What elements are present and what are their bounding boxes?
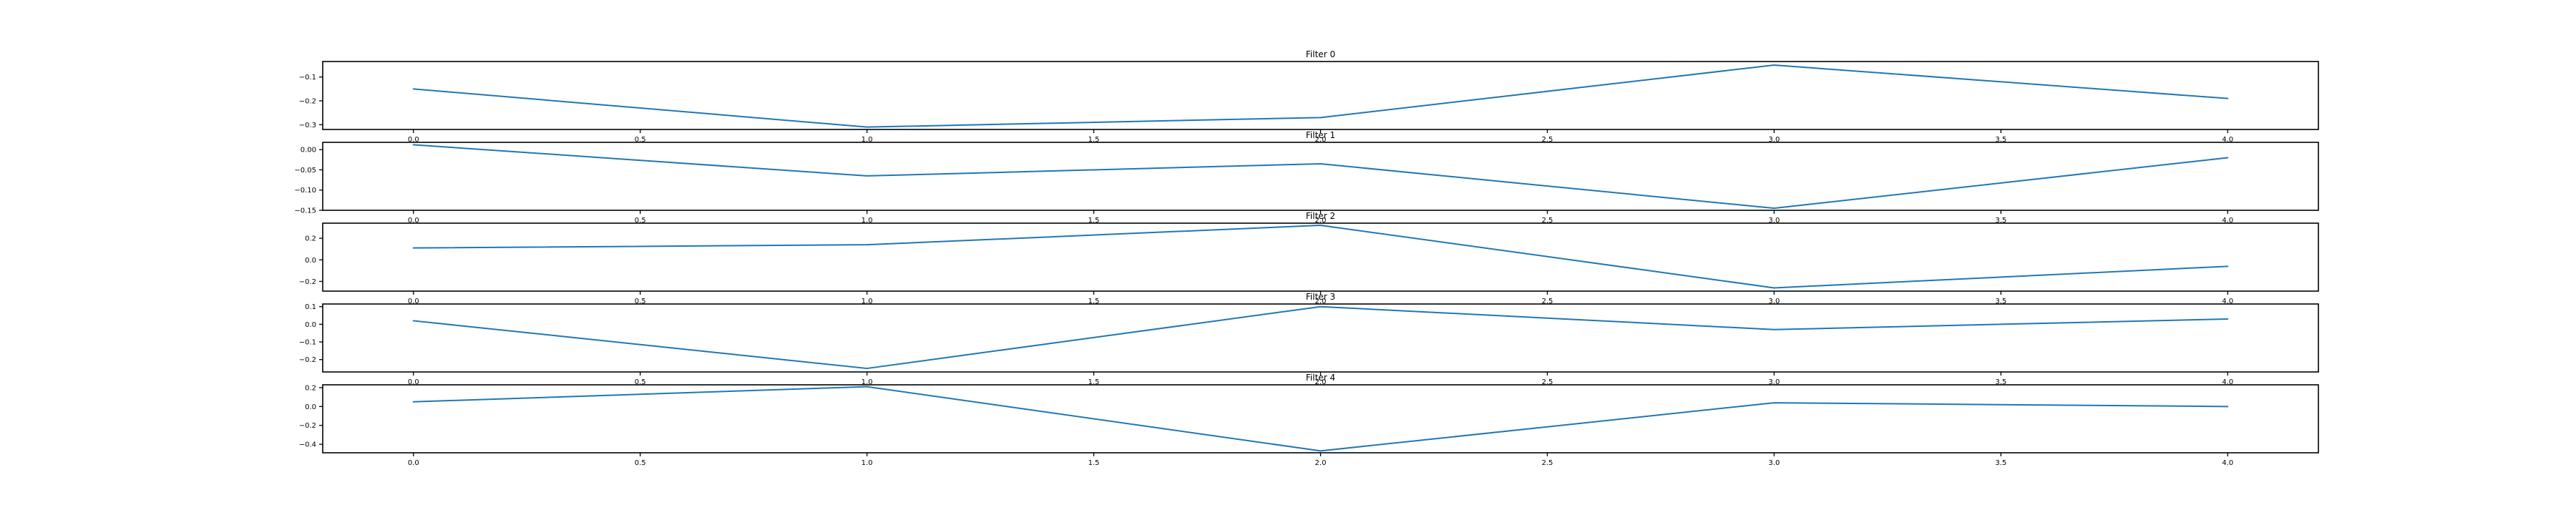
x-tick-label: 2.5 (1541, 136, 1553, 144)
x-tick-label: 1.0 (862, 298, 873, 305)
x-tick-label: 2.0 (1315, 217, 1327, 225)
x-tick-label: 3.5 (1995, 459, 2006, 467)
x-tick-label: 0.0 (408, 298, 419, 305)
x-tick-label: 4.0 (2222, 298, 2233, 305)
subplot-1: Filter 1 0.0 0.5 1.0 1.5 2.0 2.5 3.0 3.5 4.0 0.00 −… (294, 130, 2319, 225)
y-tick-label: −0.1 (299, 339, 316, 347)
y-tick-label: −0.10 (294, 187, 316, 195)
x-tick-label: 3.5 (1995, 136, 2006, 144)
x-tick-label: 2.0 (1315, 298, 1327, 305)
x-tick-label: 3.5 (1995, 298, 2006, 305)
x-tick-label: 0.0 (408, 217, 419, 225)
x-tick-label: 0.5 (635, 298, 646, 305)
x-tick-label: 2.5 (1541, 217, 1553, 225)
x-tick-label: 4.0 (2222, 378, 2233, 386)
x-tick-label: 1.0 (862, 459, 873, 467)
x-tick-label: 3.0 (1768, 136, 1780, 144)
y-tick-label: −0.2 (299, 422, 316, 430)
subplot-title: Filter 2 (1306, 211, 1335, 221)
x-tick-label: 2.5 (1541, 459, 1553, 467)
subplot-title: Filter 3 (1306, 292, 1335, 302)
x-tick-label: 2.5 (1541, 378, 1553, 386)
x-tick-label: 3.0 (1768, 217, 1780, 225)
x-tick-label: 0.5 (635, 136, 646, 144)
plot-frame (322, 142, 2319, 211)
x-tick-label: 3.0 (1768, 298, 1780, 305)
plot-frame (322, 303, 2319, 373)
subplot-2: Filter 2 0.0 0.5 1.0 1.5 2.0 2.5 3.0 3.5 4.0 0.2 0.… (299, 211, 2319, 305)
x-tick-label: 0.0 (408, 459, 419, 467)
y-tick-label: −0.2 (299, 278, 316, 286)
x-tick-label: 3.0 (1768, 459, 1780, 467)
x-tick-label: 4.0 (2222, 217, 2233, 225)
y-tick-label: 0.0 (305, 403, 316, 411)
y-tick-label: −0.4 (299, 441, 316, 449)
y-tick-label: −0.2 (299, 98, 316, 106)
y-tick-label: 0.2 (305, 235, 316, 243)
y-tick-label: 0.00 (301, 147, 316, 154)
subplot-3: Filter 3 0.0 0.5 1.0 1.5 2.0 2.5 3.0 3.5 4.0 0.1 0.… (299, 292, 2319, 386)
subplot-4: Filter 4 0.0 0.5 1.0 1.5 2.0 2.5 3.0 3.5 4.0 0.2 0.… (299, 373, 2319, 467)
series-line (412, 64, 2229, 128)
x-tick-label: 1.5 (1088, 298, 1100, 305)
x-tick-label: 1.5 (1088, 459, 1100, 467)
plot-frame (322, 61, 2319, 130)
y-tick-label: −0.3 (299, 122, 316, 129)
y-tick-label: −0.1 (299, 74, 316, 82)
subplot-0: Filter 0 0.0 0.5 1.0 1.5 2.0 2.5 3.0 3.5 4.0 −0.1 −… (299, 49, 2319, 144)
series-line (412, 144, 2229, 210)
x-tick-label: 0.5 (635, 459, 646, 467)
x-tick-label: 1.0 (862, 378, 873, 386)
x-tick-label: 1.0 (862, 217, 873, 225)
series-line (412, 386, 2229, 452)
x-tick-label: 1.5 (1088, 136, 1100, 144)
subplot-title: Filter 4 (1306, 373, 1335, 383)
x-tick-label: 1.5 (1088, 217, 1100, 225)
x-tick-label: 0.0 (408, 136, 419, 144)
subplot-title: Filter 1 (1306, 130, 1335, 140)
y-tick-label: 0.1 (305, 303, 316, 311)
x-tick-label: 0.0 (408, 378, 419, 386)
plot-frame (322, 222, 2319, 292)
x-tick-label: 2.0 (1315, 378, 1327, 386)
x-tick-label: 0.5 (635, 217, 646, 225)
series-line (412, 305, 2229, 370)
x-tick-label: 0.5 (635, 378, 646, 386)
series-line (412, 225, 2229, 289)
x-tick-label: 2.5 (1541, 298, 1553, 305)
y-tick-label: 0.0 (305, 321, 316, 329)
x-tick-label: 2.0 (1315, 136, 1327, 144)
x-tick-label: 3.5 (1995, 217, 2006, 225)
y-tick-label: 0.0 (305, 257, 316, 265)
x-tick-label: 1.0 (862, 136, 873, 144)
x-tick-label: 4.0 (2222, 136, 2233, 144)
y-tick-label: −0.15 (294, 207, 316, 215)
x-tick-label: 3.5 (1995, 378, 2006, 386)
y-tick-label: −0.05 (294, 167, 316, 175)
x-tick-label: 3.0 (1768, 378, 1780, 386)
x-tick-label: 4.0 (2222, 459, 2233, 467)
x-tick-label: 1.5 (1088, 378, 1100, 386)
subplot-title: Filter 0 (1306, 49, 1335, 59)
y-tick-label: 0.2 (305, 384, 316, 392)
y-tick-label: −0.2 (299, 356, 316, 364)
x-tick-label: 2.0 (1315, 459, 1327, 467)
